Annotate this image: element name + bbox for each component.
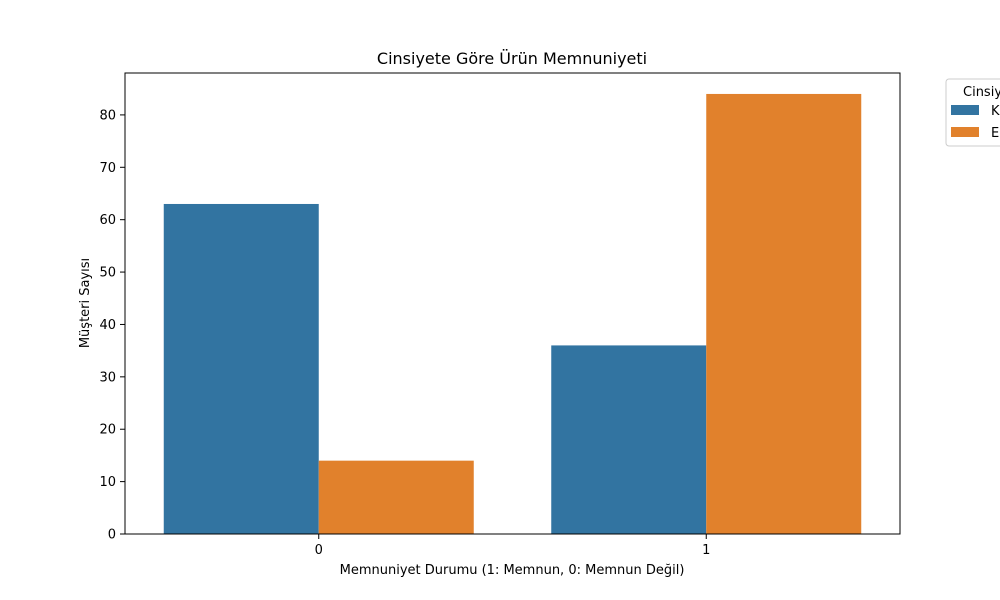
legend-swatch-E (951, 127, 979, 137)
legend: Cinsiy KE (945, 78, 1000, 147)
bar-E-1 (706, 93, 862, 534)
legend-swatch-K (951, 105, 979, 115)
y-axis-label: Müşteri Sayısı (78, 258, 93, 348)
y-tick-label: 50 (99, 266, 116, 281)
legend-label-E: E (991, 126, 999, 141)
bar-K-1 (551, 345, 707, 534)
x-tick-label: 0 (315, 543, 323, 558)
y-tick-label: 0 (108, 528, 116, 543)
chart-title: Cinsiyete Göre Ürün Memnuniyeti (377, 49, 647, 68)
plot-frame (124, 72, 901, 535)
bar-K-0 (163, 203, 319, 534)
y-axis: 0 10 20 30 40 50 60 70 80 (99, 108, 125, 543)
y-tick-label: 30 (99, 370, 116, 385)
y-tick-label: 20 (99, 423, 116, 438)
y-tick-label: 40 (99, 318, 116, 333)
y-tick-label: 80 (99, 108, 116, 123)
x-axis-label: Memnuniyet Durumu (1: Memnun, 0: Memnun … (340, 563, 685, 578)
y-tick-label: 70 (99, 161, 116, 176)
y-tick-label: 10 (99, 475, 116, 490)
bars-group (163, 93, 862, 534)
bar-E-0 (318, 460, 474, 534)
y-tick-label: 60 (99, 213, 116, 228)
legend-label-K: K (991, 104, 1000, 119)
x-tick-label: 1 (702, 543, 710, 558)
legend-title: Cinsiy (963, 85, 1000, 100)
